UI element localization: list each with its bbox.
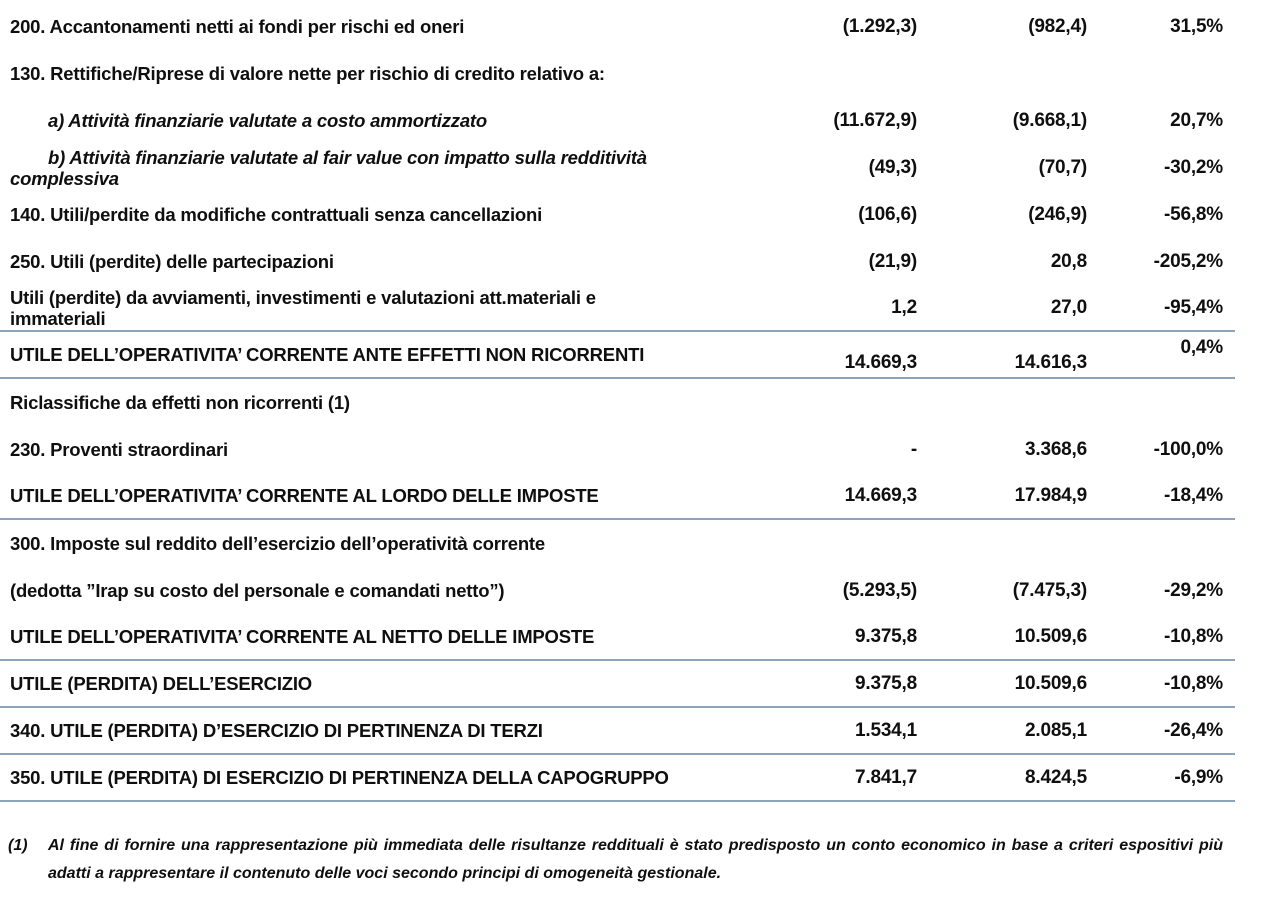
value-change-pct: -30,2% — [1163, 156, 1223, 178]
value-col2: (9.668,1) — [1012, 109, 1087, 131]
value-col1: 9.375,8 — [855, 672, 917, 694]
value-change-pct: -10,8% — [1163, 672, 1223, 694]
value-change-pct: -56,8% — [1163, 203, 1223, 225]
value-col1: (21,9) — [868, 250, 918, 272]
table-row: Riclassifiche da effetti non ricorrenti … — [0, 379, 1235, 426]
row-label: b) Attività finanziarie valutate al fair… — [10, 146, 647, 189]
row-label: 340. UTILE (PERDITA) D’ESERCIZIO DI PERT… — [10, 720, 543, 741]
value-col1: 14.669,3 — [844, 351, 918, 373]
row-label: 140. Utili/perdite da modifiche contratt… — [10, 204, 543, 225]
row-label: 250. Utili (perdite) delle partecipazion… — [10, 251, 334, 272]
value-col2: 27,0 — [1050, 296, 1087, 318]
table-row: b) Attività finanziarie valutate al fair… — [0, 144, 1235, 191]
value-col2: (7.475,3) — [1012, 579, 1087, 601]
table-row: 140. Utili/perdite da modifiche contratt… — [0, 191, 1235, 238]
value-change-pct: -95,4% — [1163, 296, 1223, 318]
value-col1: (106,6) — [858, 203, 917, 225]
value-change-pct: -18,4% — [1163, 484, 1223, 506]
value-col1: 7.841,7 — [855, 766, 917, 788]
value-col2: 10.509,6 — [1014, 672, 1088, 694]
table-row: UTILE DELL’OPERATIVITA’ CORRENTE AL LORD… — [0, 473, 1235, 520]
table-row: Utili (perdite) da avviamenti, investime… — [0, 285, 1235, 332]
income-statement-table: 200. Accantonamenti netti ai fondi per r… — [0, 3, 1235, 802]
value-change-pct: -26,4% — [1163, 719, 1223, 741]
value-col2: 10.509,6 — [1014, 625, 1088, 647]
table-row: 250. Utili (perdite) delle partecipazion… — [0, 238, 1235, 285]
value-col2: (982,4) — [1028, 15, 1087, 37]
table-row: 340. UTILE (PERDITA) D’ESERCIZIO DI PERT… — [0, 708, 1235, 755]
table-row: 230. Proventi straordinari - 3.368,6 -100,0… — [0, 426, 1235, 473]
value-col1: - — [910, 438, 917, 460]
row-label: Utili (perdite) da avviamenti, investime… — [10, 286, 596, 329]
row-label: UTILE (PERDITA) DELL’ESERCIZIO — [10, 673, 312, 694]
value-change-pct: 31,5% — [1170, 15, 1223, 37]
table-row: UTILE DELL’OPERATIVITA’ CORRENTE AL NETT… — [0, 614, 1235, 661]
value-col2: 2.085,1 — [1025, 719, 1087, 741]
table-row: 200. Accantonamenti netti ai fondi per r… — [0, 3, 1235, 50]
table-row: UTILE (PERDITA) DELL’ESERCIZIO 9.375,8 10.… — [0, 661, 1235, 708]
value-change-pct: 20,7% — [1170, 109, 1223, 131]
row-label: Riclassifiche da effetti non ricorrenti … — [10, 392, 350, 413]
footnote: (1) Al fine di fornire una rappresentazi… — [0, 832, 1235, 888]
row-label: 130. Rettifiche/Riprese di valore nette … — [10, 63, 605, 84]
value-col2: 14.616,3 — [1014, 351, 1088, 373]
row-label: 350. UTILE (PERDITA) DI ESERCIZIO DI PER… — [10, 767, 669, 788]
value-col1: (11.672,9) — [833, 109, 917, 131]
row-label: 200. Accantonamenti netti ai fondi per r… — [10, 16, 465, 37]
value-change-pct: -100,0% — [1153, 438, 1224, 460]
footnote-marker: (1) — [8, 837, 28, 854]
value-col1: 1,2 — [891, 296, 917, 318]
row-label: 300. Imposte sul reddito dell’esercizio … — [10, 533, 545, 554]
table-row: a) Attività finanziarie valutate a costo… — [0, 97, 1235, 144]
value-col2: (70,7) — [1038, 156, 1088, 178]
row-label: UTILE DELL’OPERATIVITA’ CORRENTE ANTE EF… — [10, 344, 645, 365]
value-col2: 3.368,6 — [1025, 438, 1087, 460]
value-col1: 9.375,8 — [855, 625, 917, 647]
row-label: (dedotta ”Irap su costo del personale e … — [10, 580, 505, 601]
value-col1: (1.292,3) — [842, 15, 917, 37]
table-row: UTILE DELL’OPERATIVITA’ CORRENTE ANTE EF… — [0, 332, 1235, 379]
table-row: 350. UTILE (PERDITA) DI ESERCIZIO DI PER… — [0, 755, 1235, 802]
value-col1: 1.534,1 — [855, 719, 917, 741]
value-change-pct: 0,4% — [1180, 336, 1223, 358]
value-change-pct: -10,8% — [1163, 625, 1223, 647]
row-label: UTILE DELL’OPERATIVITA’ CORRENTE AL NETT… — [10, 626, 595, 647]
row-label: UTILE DELL’OPERATIVITA’ CORRENTE AL LORD… — [10, 485, 599, 506]
row-label: 230. Proventi straordinari — [10, 439, 228, 460]
value-col1: (5.293,5) — [842, 579, 917, 601]
row-label: a) Attività finanziarie valutate a costo… — [48, 110, 487, 131]
value-col2: 8.424,5 — [1025, 766, 1087, 788]
value-col2: 17.984,9 — [1014, 484, 1088, 506]
value-col1: 14.669,3 — [844, 484, 918, 506]
value-col2: (246,9) — [1028, 203, 1087, 225]
value-col1: (49,3) — [868, 156, 918, 178]
value-change-pct: -6,9% — [1174, 766, 1223, 788]
table-row: 130. Rettifiche/Riprese di valore nette … — [0, 50, 1235, 97]
value-change-pct: -205,2% — [1153, 250, 1224, 272]
value-change-pct: -29,2% — [1163, 579, 1223, 601]
table-row: (dedotta ”Irap su costo del personale e … — [0, 567, 1235, 614]
footnote-text: Al fine di fornire una rappresentazione … — [48, 837, 1223, 882]
value-col2: 20,8 — [1050, 250, 1087, 272]
table-row: 300. Imposte sul reddito dell’esercizio … — [0, 520, 1235, 567]
